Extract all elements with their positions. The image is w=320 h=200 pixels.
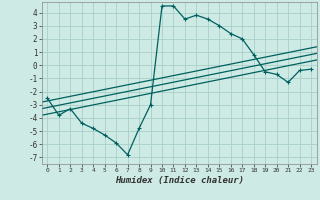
X-axis label: Humidex (Indice chaleur): Humidex (Indice chaleur) (115, 176, 244, 185)
